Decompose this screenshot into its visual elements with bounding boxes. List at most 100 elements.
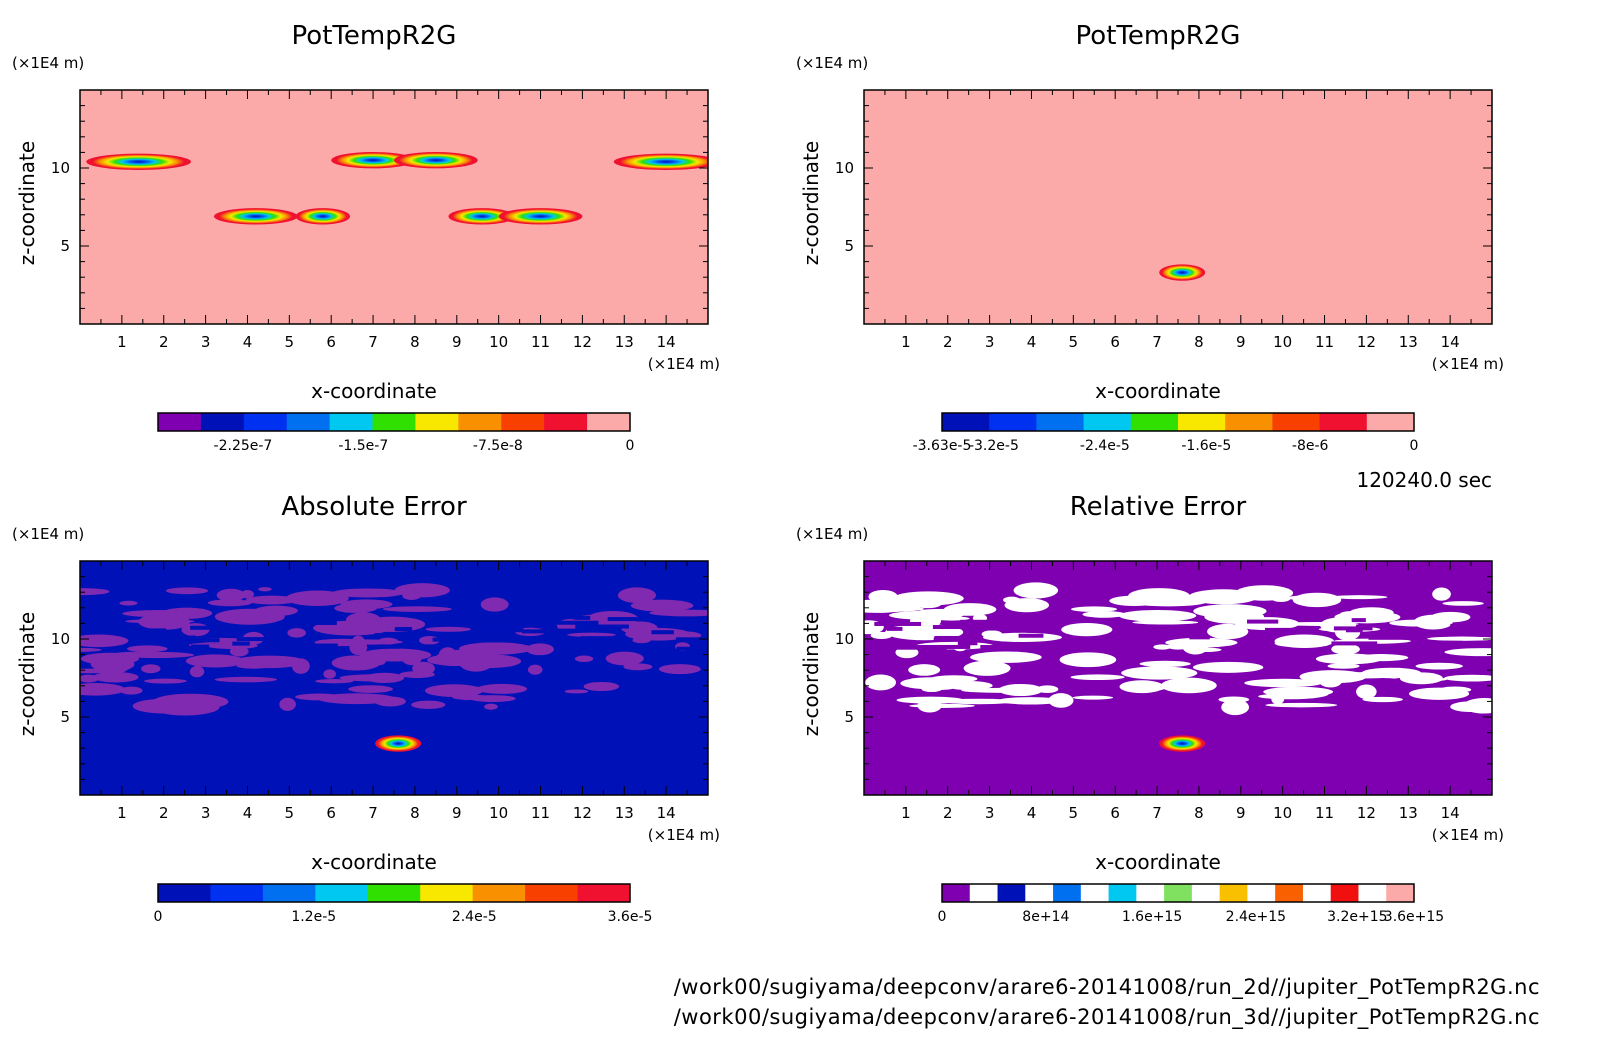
colorbar-tick-label: 0	[626, 438, 635, 454]
colorbar-segment	[286, 413, 331, 431]
x-tick-label: 3	[201, 804, 211, 822]
error-gap	[1450, 623, 1492, 628]
error-patch	[1048, 693, 1074, 708]
error-patch	[1462, 698, 1492, 714]
x-tick-label: 7	[368, 333, 378, 351]
error-patch	[351, 635, 366, 650]
error-patch	[1218, 696, 1250, 703]
error-gap	[687, 618, 708, 623]
x-tick-label: 8	[410, 804, 420, 822]
x-tick-label: 1	[117, 333, 127, 351]
error-patch	[1315, 653, 1382, 665]
error-patch	[1265, 702, 1338, 708]
error-patch	[1003, 596, 1021, 604]
colorbar-tick-label: -2.4e-5	[1080, 438, 1130, 454]
error-patch	[1059, 652, 1117, 668]
error-patch	[480, 597, 509, 612]
x-tick-label: 8	[410, 333, 420, 351]
error-gap	[293, 643, 338, 648]
x-tick-label: 13	[1399, 333, 1418, 351]
x-axis-label: x-coordinate	[1095, 850, 1221, 874]
error-patch	[80, 647, 102, 652]
colorbar-tick-label: 2.4e-5	[452, 909, 497, 925]
error-patch	[359, 648, 432, 662]
error-patch	[997, 697, 1063, 705]
error-patch	[229, 646, 249, 657]
error-patch	[567, 632, 616, 638]
error-gap	[580, 636, 610, 641]
error-gap	[190, 625, 215, 630]
colorbar-segment	[1386, 884, 1415, 902]
error-patch	[870, 631, 893, 639]
colorbar-segment	[1025, 884, 1054, 902]
error-patch	[484, 703, 498, 710]
file-path-2: /work00/sugiyama/deepconv/arare6-2014100…	[673, 1005, 1540, 1029]
x-tick-label: 9	[1236, 804, 1246, 822]
y-tick-label: 5	[60, 708, 70, 726]
colorbar-segment	[1330, 884, 1359, 902]
error-gap	[139, 628, 166, 633]
chart-title: Absolute Error	[281, 492, 467, 522]
error-gap	[551, 620, 599, 625]
chart-title: Relative Error	[1070, 492, 1247, 522]
error-patch	[1287, 595, 1333, 601]
error-patch	[908, 664, 941, 676]
error-gap	[1038, 617, 1097, 622]
error-patch	[1356, 684, 1377, 699]
x-axis-label: x-coordinate	[1095, 379, 1221, 403]
x-tick-label: 5	[285, 804, 295, 822]
x-tick-label: 12	[573, 333, 592, 351]
colorbar-segment	[262, 884, 316, 902]
x-tick-label: 12	[1357, 333, 1376, 351]
x-tick-label: 12	[573, 804, 592, 822]
error-patch	[649, 609, 708, 617]
colorbar-segment	[1108, 884, 1137, 902]
error-patch	[1013, 582, 1059, 599]
error-gap	[980, 645, 1001, 650]
x-tick-label: 4	[243, 333, 253, 351]
colorbar-segment	[1319, 413, 1368, 431]
error-patch	[258, 587, 272, 592]
error-patch	[279, 697, 296, 711]
error-patch	[1327, 663, 1360, 669]
error-patch	[1387, 670, 1402, 679]
x-unit: (×1E4 m)	[1432, 355, 1504, 373]
colorbar-segment	[372, 413, 416, 431]
vortex-feature	[613, 153, 708, 170]
x-tick-label: 6	[326, 333, 336, 351]
x-tick-label: 2	[159, 333, 169, 351]
error-gap	[374, 633, 404, 638]
error-patch	[245, 595, 299, 605]
colorbar-tick-label: 0	[938, 909, 947, 925]
x-tick-label: 14	[1441, 804, 1460, 822]
x-unit: (×1E4 m)	[648, 826, 720, 844]
error-patch	[1121, 666, 1198, 680]
error-gap	[1345, 628, 1363, 633]
colorbar-segment	[158, 884, 211, 902]
colorbar-segment	[158, 413, 202, 431]
y-axis-label: z-coordinate	[799, 141, 823, 265]
error-patch	[402, 591, 421, 600]
error-gap	[1002, 643, 1026, 648]
error-gap	[932, 625, 984, 630]
y-axis-label: z-coordinate	[799, 612, 823, 736]
error-patch	[285, 590, 349, 606]
error-gap	[1472, 641, 1492, 646]
error-gap	[960, 619, 992, 624]
error-patch	[564, 689, 589, 694]
colorbar-segment	[942, 884, 971, 902]
colorbar-tick-label: -3.63e-5	[913, 438, 972, 454]
x-tick-label: 2	[943, 804, 953, 822]
error-patch	[621, 621, 658, 635]
colorbar-frame	[941, 412, 1415, 432]
error-gap	[916, 644, 971, 649]
colorbar-segment	[243, 413, 288, 431]
x-tick-label: 10	[489, 333, 508, 351]
vortex-feature	[375, 735, 422, 752]
error-patch	[942, 698, 1015, 705]
x-tick-label: 7	[368, 804, 378, 822]
error-gap	[400, 644, 441, 649]
